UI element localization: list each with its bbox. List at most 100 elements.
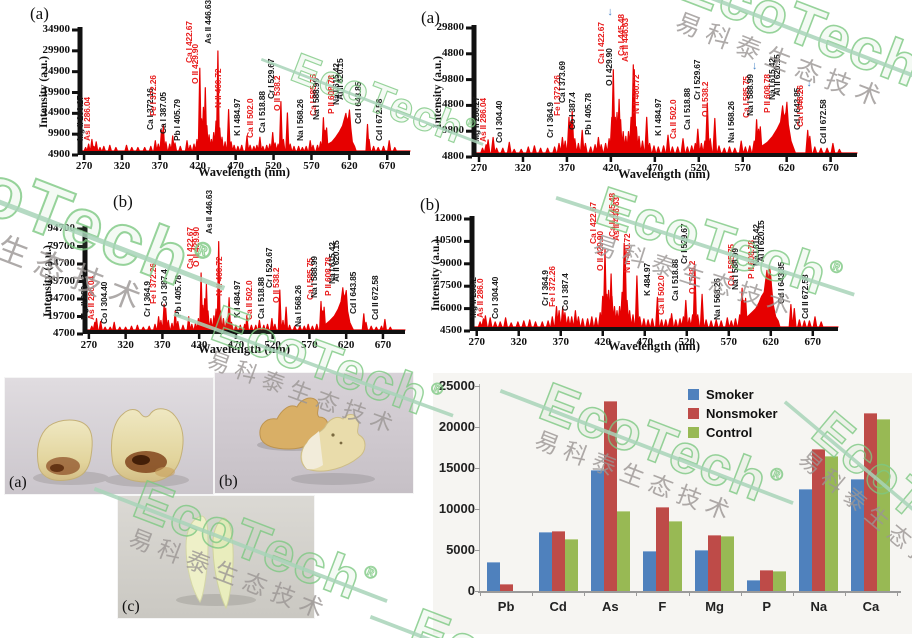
x-tick-label: 320 bbox=[117, 339, 134, 351]
x-tick-label: 470 bbox=[227, 339, 245, 351]
tooth-photo-c: (c) bbox=[118, 496, 314, 618]
bar-nonsmoker-cd bbox=[551, 531, 565, 592]
x-tick-label: 570 bbox=[720, 336, 738, 348]
bar-x-tick bbox=[740, 591, 742, 596]
bar-x-tick bbox=[532, 591, 534, 596]
photo-label-a: (a) bbox=[9, 474, 27, 491]
x-tick-label: 570 bbox=[303, 160, 320, 172]
peak-label: As II 286.04 bbox=[477, 97, 488, 142]
plot-area bbox=[464, 216, 839, 336]
peak-label: Ca II 502.0 bbox=[656, 275, 667, 316]
peak-label: Ca I 387.05 bbox=[157, 92, 168, 134]
peak-label: Ca II 502.0 bbox=[244, 280, 255, 321]
peak-label: Na I 568.26 bbox=[725, 101, 736, 143]
bar-y-tick-label: 10000 bbox=[438, 501, 475, 516]
x-tick-label: 420 bbox=[594, 336, 611, 348]
x-tick-label: 520 bbox=[264, 339, 281, 351]
peak-label: Cd II 672.58 bbox=[369, 275, 380, 321]
spectrum-panel-a-left: (a) Intensity (a.u.) Wavelength (nm) 349… bbox=[0, 0, 430, 186]
peak-label: Fe I 372.26 bbox=[147, 75, 158, 117]
x-tick-label: 370 bbox=[151, 160, 169, 172]
y-tick-label: 9900 bbox=[48, 127, 70, 140]
y-tick-label: 10500 bbox=[434, 234, 463, 247]
y-tick-label: 24900 bbox=[42, 64, 71, 77]
bar-control-na bbox=[825, 455, 839, 592]
tooth-photo-a-image bbox=[5, 378, 213, 494]
x-tick-label: 670 bbox=[374, 339, 392, 351]
x-tick-label: 420 bbox=[602, 162, 620, 174]
peak-label: N II 460.72 bbox=[621, 233, 632, 273]
photo-label-c: (c) bbox=[122, 598, 140, 615]
peak-label: As II 446.63 bbox=[202, 0, 213, 44]
peak-label: Cd I 643.85 bbox=[352, 81, 363, 124]
x-tick-label: 670 bbox=[822, 162, 839, 174]
peak-label: Co I 304.40 bbox=[490, 276, 501, 319]
y-tick-label: 34700 bbox=[47, 292, 76, 304]
peak-label: Ca I 373.69 bbox=[556, 61, 567, 103]
peak-label: Fe I 372.26 bbox=[546, 266, 557, 308]
peak-label: Pb I 405.78 bbox=[173, 275, 184, 318]
y-tick-label: 94700 bbox=[47, 222, 76, 234]
peak-label: Co I 387.4 bbox=[159, 269, 170, 307]
peak-label: As II 446.63 bbox=[203, 190, 214, 235]
peak-label: O II 429.90 bbox=[595, 230, 606, 271]
peak-label: Cd I 643.85 bbox=[775, 261, 786, 305]
y-tick-label: 34900 bbox=[42, 23, 71, 35]
panel-label: (b) bbox=[113, 192, 133, 211]
bar-control-as bbox=[616, 510, 630, 592]
y-tick-label: 19700 bbox=[47, 309, 76, 322]
y-tick-label: 64700 bbox=[47, 257, 76, 269]
bar-nonsmoker-na bbox=[812, 449, 826, 592]
bar-x-tick bbox=[480, 591, 481, 596]
y-tick-label: 7500 bbox=[440, 279, 462, 292]
bar-control-p bbox=[773, 571, 787, 592]
bar-category-label: Cd bbox=[549, 599, 567, 614]
bar-category-label: Pb bbox=[497, 599, 515, 614]
x-tick-label: 670 bbox=[804, 336, 822, 348]
bar-category-label: P bbox=[762, 599, 772, 614]
bar-y-tick bbox=[475, 468, 480, 469]
arrow-marker-icon: ↓ bbox=[806, 76, 812, 89]
bar-y-tick bbox=[475, 550, 480, 551]
legend-label: Smoker bbox=[706, 387, 754, 402]
x-axis-label: Wavelength (nm) bbox=[617, 167, 711, 181]
bar-x-axis bbox=[478, 591, 901, 593]
legend-swatch bbox=[688, 389, 699, 400]
peak-label: Co I 387.4 bbox=[560, 273, 571, 311]
y-tick-label: 4700 bbox=[53, 327, 75, 339]
x-tick-label: 470 bbox=[646, 162, 664, 174]
peak-label: Co I 304.40 bbox=[98, 281, 109, 324]
peak-label: N II 460.72 bbox=[631, 75, 642, 115]
peak-label: K 484.97 bbox=[642, 263, 653, 297]
y-tick-label: 9800 bbox=[442, 72, 464, 85]
legend-swatch bbox=[688, 408, 699, 419]
y-tick-label: 9000 bbox=[440, 256, 462, 269]
element-intensity-bar-chart: 0 5000 10000 15000 20000 25000 Pb Cd As F Mg P Na Ca S… bbox=[433, 373, 912, 634]
bar-control-f bbox=[668, 521, 682, 592]
y-tick-label: 19900 bbox=[42, 85, 71, 98]
bar-smoker-cd bbox=[538, 532, 552, 592]
y-axis-label: Intensity (a.u.) bbox=[432, 56, 444, 128]
peak-label: O II 429.90 bbox=[189, 43, 200, 84]
spectrum-panel-b-right: (b) Intensity (a.u.) Wavelength (nm) 120… bbox=[420, 186, 912, 370]
bar-category-label: Ca bbox=[862, 599, 880, 614]
bar-nonsmoker-p bbox=[760, 569, 774, 592]
peak-label: N II 460.72 bbox=[213, 68, 224, 108]
peak-label: As II 286.0 bbox=[474, 278, 485, 318]
bar-smoker-mg bbox=[695, 550, 709, 592]
photo-label-b: (b) bbox=[219, 473, 238, 490]
peak-label: Co I 387.4 bbox=[567, 92, 578, 130]
bar-nonsmoker-pb bbox=[499, 583, 513, 592]
peak-label: N II 460.72 bbox=[213, 256, 224, 297]
peak-label: Na I 568.26 bbox=[294, 99, 305, 142]
y-tick-label: 9800 bbox=[442, 124, 464, 137]
peak-label: O II 538.2 bbox=[270, 267, 281, 303]
arrow-marker-icon: ↓ bbox=[607, 5, 613, 18]
peak-label: O II 538.2 bbox=[272, 75, 283, 112]
x-tick-label: 270 bbox=[470, 162, 488, 174]
peak-label: Na I 568.26 bbox=[292, 284, 303, 327]
x-tick-label: 570 bbox=[301, 339, 318, 351]
peak-label: Cr I 529.67 bbox=[679, 223, 690, 264]
x-tick-label: 470 bbox=[636, 336, 654, 348]
